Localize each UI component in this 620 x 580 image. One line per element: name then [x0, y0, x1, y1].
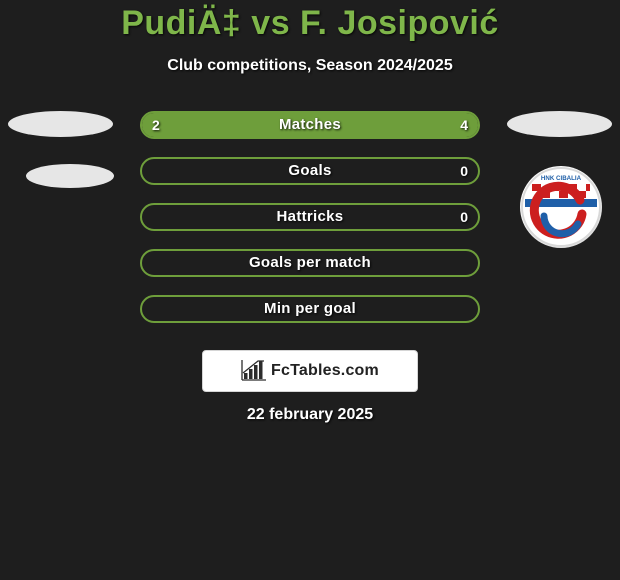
- club-left-placeholder-icon: [26, 164, 114, 188]
- badge-top-text: HNK CIBALIA: [541, 175, 582, 182]
- bar-chart-icon: [241, 360, 267, 382]
- stat-label: Min per goal: [142, 297, 478, 321]
- stat-value-right: 0: [460, 159, 468, 183]
- hnk-cibalia-badge-icon: HNK CIBALIA: [520, 166, 602, 248]
- stat-bars: 2 Matches 4 Goals 0 Hattricks 0: [140, 111, 480, 341]
- date-text: 22 february 2025: [0, 406, 620, 424]
- player-right-placeholder-icon: [507, 111, 612, 137]
- stat-label: Hattricks: [142, 205, 478, 229]
- page-subtitle: Club competitions, Season 2024/2025: [0, 57, 620, 75]
- stat-label: Goals: [142, 159, 478, 183]
- stat-value-right: 4: [460, 113, 468, 137]
- player-left-placeholder-icon: [8, 111, 113, 137]
- comparison-card: PudiÄ‡ vs F. Josipović Club competitions…: [0, 0, 620, 580]
- stat-bar-matches: 2 Matches 4: [140, 111, 480, 139]
- watermark: FcTables.com: [202, 350, 418, 392]
- watermark-brand: FcTables.com: [271, 362, 379, 380]
- stat-bar-hattricks: Hattricks 0: [140, 203, 480, 231]
- page-title: PudiÄ‡ vs F. Josipović: [0, 4, 620, 43]
- stat-label: Goals per match: [142, 251, 478, 275]
- stat-bar-goals: Goals 0: [140, 157, 480, 185]
- stat-value-right: 0: [460, 205, 468, 229]
- stat-label: Matches: [142, 113, 478, 137]
- stat-bar-min-per-goal: Min per goal: [140, 295, 480, 323]
- stat-bar-goals-per-match: Goals per match: [140, 249, 480, 277]
